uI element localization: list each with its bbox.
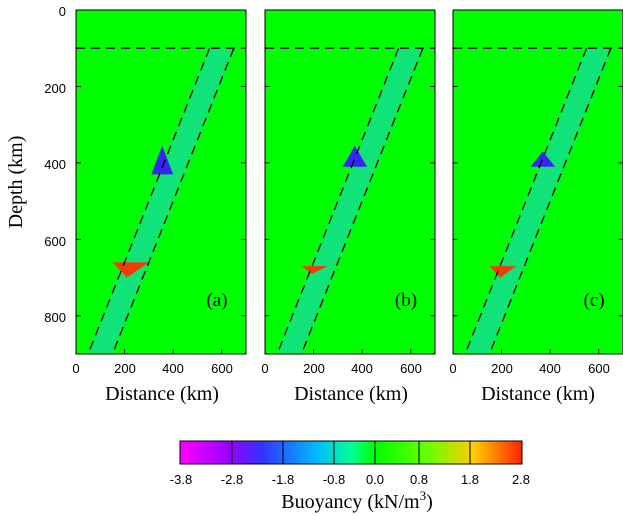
slab-body	[465, 48, 611, 354]
y-tick-label: 600	[44, 234, 66, 249]
positive-anomaly	[112, 262, 149, 278]
slab-boundary-line	[276, 47, 400, 355]
colorbar-tick-label: 2.8	[512, 472, 530, 487]
slab-body	[88, 48, 234, 354]
x-tick-label: 200	[114, 361, 136, 376]
colorbar-tick-label: 0.8	[410, 472, 428, 487]
x-tick-label: 400	[162, 361, 184, 376]
panel-c: 0 200 400 600 Distance (km) (c)	[449, 9, 623, 405]
panel-label: (a)	[206, 290, 227, 311]
plot-frame	[75, 9, 247, 355]
x-tick-label: 200	[491, 361, 513, 376]
negative-anomaly	[342, 145, 367, 167]
x-tick-label: 600	[588, 361, 610, 376]
positive-anomaly	[489, 266, 517, 278]
x-tick-label: 0	[261, 361, 268, 376]
x-axis-title: Distance (km)	[105, 383, 219, 405]
x-axis-title: Distance (km)	[294, 383, 408, 405]
y-tick-label: 400	[44, 157, 66, 172]
slab-boundary-line	[488, 47, 612, 355]
x-tick-label: 400	[351, 361, 373, 376]
colorbar-tick-label: 0.0	[366, 472, 384, 487]
panel-b: 0 200 400 600 Distance (km) (b)	[261, 9, 436, 405]
x-tick-label: 0	[449, 361, 456, 376]
y-tick-label: 200	[44, 81, 66, 96]
plot-frame	[452, 9, 623, 355]
panel-a: Depth (km) 0 200 400 600 800 0 200 400 6…	[5, 4, 247, 405]
x-tick-label: 400	[539, 361, 561, 376]
x-axis-title: Distance (km)	[481, 383, 595, 405]
x-tick-label: 200	[303, 361, 325, 376]
panel-label: (b)	[395, 290, 417, 311]
y-axis-title: Depth (km)	[5, 136, 27, 229]
colorbar-frame	[179, 440, 523, 465]
y-tick-label: 800	[44, 310, 66, 325]
slab-boundary-line	[87, 47, 211, 355]
panel-label: (c)	[583, 290, 604, 311]
negative-anomaly	[151, 145, 174, 175]
colorbar-gradient	[180, 441, 522, 464]
colorbar-title: Buoyancy (kN/m3)	[281, 488, 432, 513]
slab-boundary-line	[464, 47, 588, 355]
positive-anomaly	[301, 266, 329, 274]
slab-boundary-line	[111, 47, 235, 355]
x-tick-label: 0	[72, 361, 79, 376]
plot-frame	[264, 9, 436, 355]
x-tick-label: 600	[400, 361, 422, 376]
colorbar-tick-label: -0.8	[323, 472, 345, 487]
x-tick-label: 600	[211, 361, 233, 376]
y-tick-label: 0	[59, 4, 66, 19]
colorbar-tick-label: -3.8	[170, 472, 192, 487]
colorbar-tick-label: -1.8	[272, 472, 294, 487]
colorbar: -3.8 -2.8 -1.8 -0.8 0.0 0.8 1.8 2.8 Buoy…	[170, 440, 530, 513]
colorbar-tick-label: 1.8	[461, 472, 479, 487]
negative-anomaly	[530, 151, 555, 167]
colorbar-tick-label: -2.8	[221, 472, 243, 487]
slab-body	[277, 48, 423, 354]
slab-boundary-line	[300, 47, 424, 355]
